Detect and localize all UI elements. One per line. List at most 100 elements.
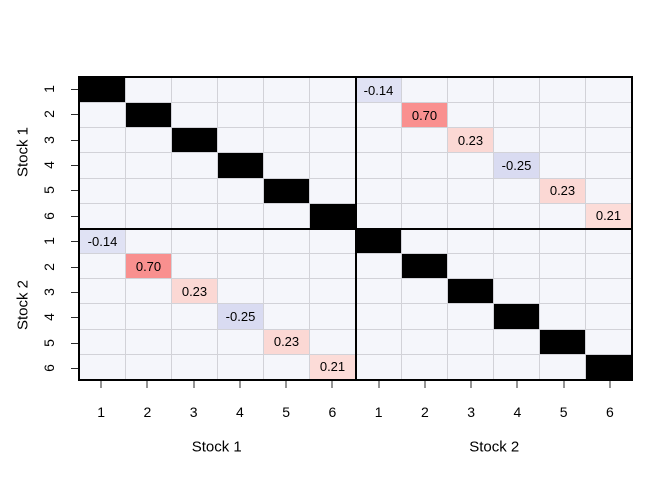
matrix-cell [402, 128, 447, 153]
correlation-value-cell: 0.70 [126, 254, 171, 279]
matrix-cell [402, 228, 447, 254]
matrix-cell [448, 228, 493, 254]
matrix-cell [218, 254, 263, 279]
correlation-value-cell: 0.23 [264, 329, 309, 354]
matrix-cell [126, 78, 171, 103]
x-axis-tick-label: 6 [328, 404, 337, 420]
matrix-cell [356, 254, 401, 279]
matrix-cell [402, 178, 447, 203]
y-axis-group-label-stock1: Stock 1 [14, 127, 32, 178]
y-axis-tick-label: 2 [41, 110, 57, 119]
matrix-cell [264, 153, 309, 178]
matrix-cell [310, 304, 355, 329]
matrix-cell [448, 178, 493, 203]
matrix-cell [126, 354, 171, 379]
matrix-cell [80, 354, 125, 379]
y-axis-tick [71, 215, 78, 217]
matrix-cell [126, 178, 171, 203]
matrix-cell [172, 78, 217, 103]
matrix-cell [586, 128, 631, 153]
y-axis-group-label-stock2: Stock 2 [14, 279, 32, 330]
matrix-cell [126, 153, 171, 178]
matrix-cell [448, 329, 493, 354]
matrix-cell [264, 203, 309, 228]
matrix-cell [80, 279, 125, 304]
matrix-cell [494, 103, 539, 128]
matrix-cell [586, 279, 631, 304]
diagonal-cell [494, 304, 539, 329]
y-axis-tick [71, 292, 78, 294]
matrix-cell [172, 304, 217, 329]
y-axis-tick [71, 139, 78, 141]
matrix-cell [402, 153, 447, 178]
x-axis-tick-label: 5 [282, 404, 291, 420]
correlation-value-cell: -0.14 [356, 78, 401, 103]
matrix-cell [310, 78, 355, 103]
matrix-cell [264, 78, 309, 103]
matrix-cell [494, 203, 539, 228]
matrix-cell [448, 304, 493, 329]
diagonal-cell [218, 153, 263, 178]
y-axis-tick [71, 317, 78, 319]
matrix-cell [172, 103, 217, 128]
x-axis-tick-label: 4 [513, 404, 522, 420]
x-axis-tick [378, 381, 380, 388]
matrix-cell [310, 103, 355, 128]
x-axis-group-label-stock2: Stock 2 [469, 438, 520, 456]
diagonal-cell [80, 78, 125, 103]
matrix-cell [448, 78, 493, 103]
matrix-cell [310, 153, 355, 178]
matrix-cell [218, 279, 263, 304]
matrix-cell [540, 153, 585, 178]
matrix-cell [126, 329, 171, 354]
matrix-cell [310, 279, 355, 304]
matrix-cell [494, 78, 539, 103]
x-axis-group-label-stock1: Stock 1 [191, 438, 242, 456]
bottom-axis: Stock 1 Stock 2 1 2 3 4 5 6 1 2 3 4 5 6 [78, 381, 633, 480]
matrix-cell [402, 279, 447, 304]
correlation-value-cell: 0.70 [402, 103, 447, 128]
matrix-cell [402, 354, 447, 379]
matrix-cell [310, 228, 355, 254]
matrix-cell [586, 153, 631, 178]
matrix-cell [448, 354, 493, 379]
x-axis-tick-label: 5 [559, 404, 568, 420]
matrix-cell [494, 254, 539, 279]
diagonal-cell [402, 254, 447, 279]
matrix-cell [264, 279, 309, 304]
matrix-cell [80, 103, 125, 128]
correlation-value-cell: -0.25 [494, 153, 539, 178]
matrix-cell [402, 78, 447, 103]
matrix-cell [356, 178, 401, 203]
matrix-cell [494, 279, 539, 304]
y-axis-tick [71, 241, 78, 243]
y-axis-tick-label: 4 [41, 161, 57, 169]
correlation-value-cell: 0.23 [448, 128, 493, 153]
x-axis-tick [285, 381, 287, 388]
x-axis-tick-label: 1 [97, 404, 106, 420]
x-axis-tick [563, 381, 565, 388]
x-axis-tick-label: 3 [467, 404, 476, 420]
matrix-cell [356, 203, 401, 228]
matrix-cell [126, 304, 171, 329]
matrix-cell [540, 279, 585, 304]
matrix-cell [586, 103, 631, 128]
matrix-cell [218, 329, 263, 354]
y-axis-tick [71, 266, 78, 268]
matrix-cell [356, 354, 401, 379]
matrix-cell [356, 279, 401, 304]
matrix-cell [494, 128, 539, 153]
matrix-grid: -0.14 0.70 0.23 -0.25 0.23 0.21 -0.14 0.70 0.23-… [80, 78, 631, 379]
y-axis-tick-label: 6 [41, 211, 57, 220]
matrix-cell [310, 128, 355, 153]
y-axis-tick-label: 3 [41, 288, 57, 296]
matrix-cell [540, 254, 585, 279]
matrix-cell [218, 203, 263, 228]
matrix-cell [356, 103, 401, 128]
matrix-cell [448, 153, 493, 178]
y-axis-tick-label: 2 [41, 262, 57, 271]
matrix-cell [264, 304, 309, 329]
matrix-cell [586, 329, 631, 354]
plot-area: -0.14 0.70 0.23 -0.25 0.23 0.21 -0.14 0.70 0.23-… [78, 76, 633, 381]
